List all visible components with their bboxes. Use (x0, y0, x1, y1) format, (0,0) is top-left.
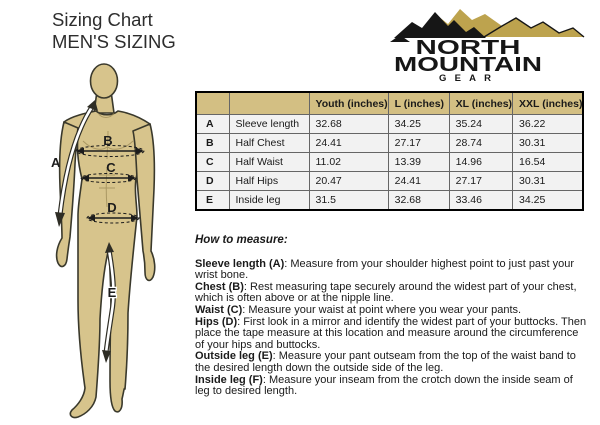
instruction-sleeve-length: Sleeve length (A): Measure from your sho… (195, 257, 575, 282)
cell-l: 27.17 (387, 133, 450, 153)
cell-youth: 20.47 (308, 171, 389, 191)
instruction-hips: Hips (D): First look in a mirror and ide… (195, 315, 587, 351)
size-table-header-row: Youth (inches) L (inches) XL (inches) XX… (195, 91, 584, 115)
size-table: Youth (inches) L (inches) XL (inches) XX… (195, 91, 585, 211)
cell-youth: 24.41 (308, 133, 389, 153)
page-title: Sizing Chart MEN'S SIZING (52, 9, 176, 52)
cell-xl: 27.17 (448, 171, 514, 191)
row-key: E (195, 190, 230, 211)
how-to-measure-heading: How to measure: (195, 234, 288, 246)
cell-youth: 31.5 (308, 190, 389, 211)
header-youth: Youth (inches) (308, 91, 389, 115)
label-e: E (108, 285, 117, 300)
waist-measure-arrow (80, 173, 137, 183)
brand-name-gear: GEAR (439, 73, 497, 84)
header-l: L (inches) (387, 91, 450, 115)
row-measure: Half Chest (228, 133, 310, 153)
label-b: B (103, 133, 112, 148)
cell-xl: 14.96 (448, 152, 514, 172)
instruction-inside-leg: Inside leg (F): Measure your inseam from… (195, 373, 573, 398)
cell-xl: 33.46 (448, 190, 514, 211)
cell-l: 32.68 (387, 190, 450, 211)
row-measure: Sleeve length (228, 114, 310, 134)
mountain-icon (390, 9, 585, 42)
brand-name-north: NORTH (416, 37, 521, 59)
table-row-inside-leg: E Inside leg 31.5 32.68 33.46 34.25 (195, 190, 584, 211)
sleeve-measure-arrow (55, 100, 98, 227)
page-title-line2: MEN'S SIZING (52, 30, 176, 52)
row-key: A (195, 114, 230, 134)
brand-name-mountain: MOUNTAIN (394, 54, 542, 76)
cell-l: 34.25 (387, 114, 450, 134)
cell-xxl: 30.31 (512, 133, 584, 153)
header-xl: XL (inches) (448, 91, 514, 115)
table-row-sleeve-length: A Sleeve length 32.68 34.25 35.24 36.22 (195, 114, 584, 134)
cell-l: 24.41 (387, 171, 450, 191)
row-key: B (195, 133, 230, 153)
table-row-half-chest: B Half Chest 24.41 27.17 28.74 30.31 (195, 133, 584, 153)
hips-measure-arrow (86, 212, 140, 224)
table-row-half-hips: D Half Hips 20.47 24.41 27.17 30.31 (195, 171, 584, 191)
cell-youth: 32.68 (308, 114, 389, 134)
instruction-chest: Chest (B): Rest measuring tape securely … (195, 280, 577, 305)
row-key: C (195, 152, 230, 172)
cell-xxl: 30.31 (512, 171, 584, 191)
header-blank-measure (228, 91, 310, 115)
row-measure: Inside leg (228, 190, 310, 211)
header-blank-key (195, 91, 230, 115)
instruction-outside-leg: Outside leg (E): Measure your pant outse… (195, 350, 576, 374)
cell-youth: 11.02 (308, 152, 389, 172)
row-key: D (195, 171, 230, 191)
cell-xxl: 34.25 (512, 190, 584, 211)
cell-xxl: 16.54 (512, 152, 584, 172)
label-a: A (51, 155, 61, 170)
figure-head (89, 63, 119, 99)
figure-right-arm (132, 123, 156, 282)
cell-xl: 35.24 (448, 114, 514, 134)
instruction-waist: Waist (C): Measure your waist at point w… (195, 303, 522, 316)
cell-xxl: 36.22 (512, 114, 584, 134)
cell-xl: 28.74 (448, 133, 514, 153)
label-d: D (107, 200, 116, 215)
header-xxl: XXL (inches) (512, 91, 584, 115)
row-measure: Half Hips (228, 171, 310, 191)
chest-measure-arrow (75, 145, 145, 157)
table-row-half-waist: C Half Waist 11.02 13.39 14.96 16.54 (195, 152, 584, 172)
how-to-measure-section: How to measure: Sleeve length (A): Measu… (195, 234, 587, 398)
row-measure: Half Waist (228, 152, 310, 172)
brand-logo: NORTH MOUNTAIN GEAR (390, 9, 585, 84)
inseam-measure-arrow (102, 242, 116, 363)
label-c: C (106, 160, 116, 175)
page-title-line1: Sizing Chart (52, 9, 153, 30)
body-diagram: A B C D (51, 63, 156, 419)
cell-l: 13.39 (387, 152, 450, 172)
